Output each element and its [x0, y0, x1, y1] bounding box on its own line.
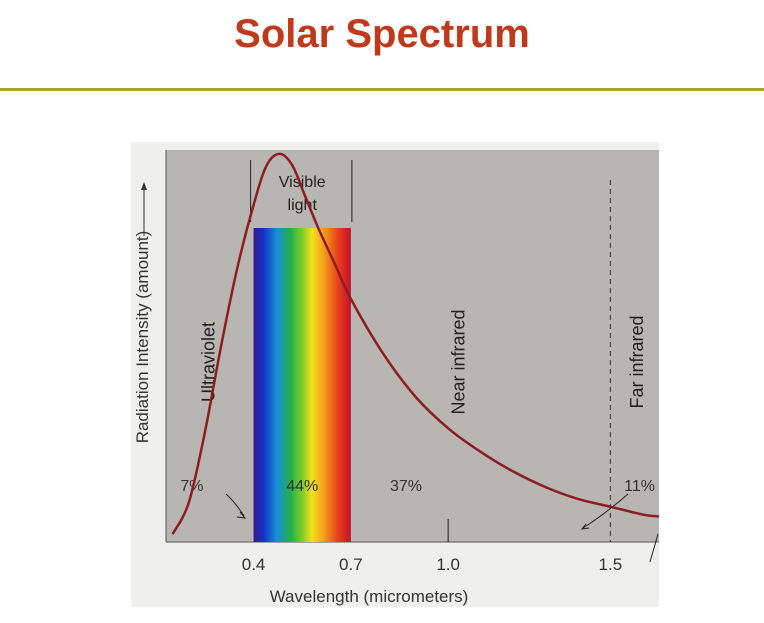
intensity-curve: [171, 152, 659, 535]
x-tick-label-2: 1.0: [436, 555, 460, 574]
visible-light-label-line2: light: [288, 197, 318, 214]
y-axis-arrowhead: [141, 182, 147, 190]
solar-spectrum-figure: Visible light Ultraviolet Near infrared Fa…: [131, 142, 659, 607]
percent-label-1: 44%: [286, 478, 318, 495]
title-divider: [0, 88, 764, 91]
visible-light-label-line1: Visible: [279, 174, 326, 191]
x-axis-label: Wavelength (micrometers): [270, 587, 469, 606]
visible-spectrum-band: [253, 228, 351, 542]
far-ir-callout-arrowhead: [580, 523, 590, 530]
percent-label-2: 37%: [390, 478, 422, 495]
region-label-0: Ultraviolet: [199, 322, 219, 402]
uv-callout-arrowhead: [236, 511, 247, 519]
plot-area: [166, 150, 659, 542]
uv-callout-line: [225, 493, 245, 517]
x-tick-label-0: 0.4: [242, 555, 266, 574]
y-axis-label: Radiation Intensity (amount): [133, 231, 152, 444]
x-tick-label-1: 0.7: [339, 555, 363, 574]
region-label-1: Near infrared: [448, 309, 468, 414]
x-tick-label-3: 1.5: [599, 555, 623, 574]
far-ir-callout-line: [582, 493, 629, 529]
percent-label-3: 11%: [624, 478, 655, 495]
region-label-2: Far infrared: [627, 315, 647, 408]
page-title: Solar Spectrum: [234, 12, 530, 56]
curve-continuation-mark: [649, 533, 659, 563]
spectrum-chart: Visible light Ultraviolet Near infrared Fa…: [131, 142, 659, 607]
